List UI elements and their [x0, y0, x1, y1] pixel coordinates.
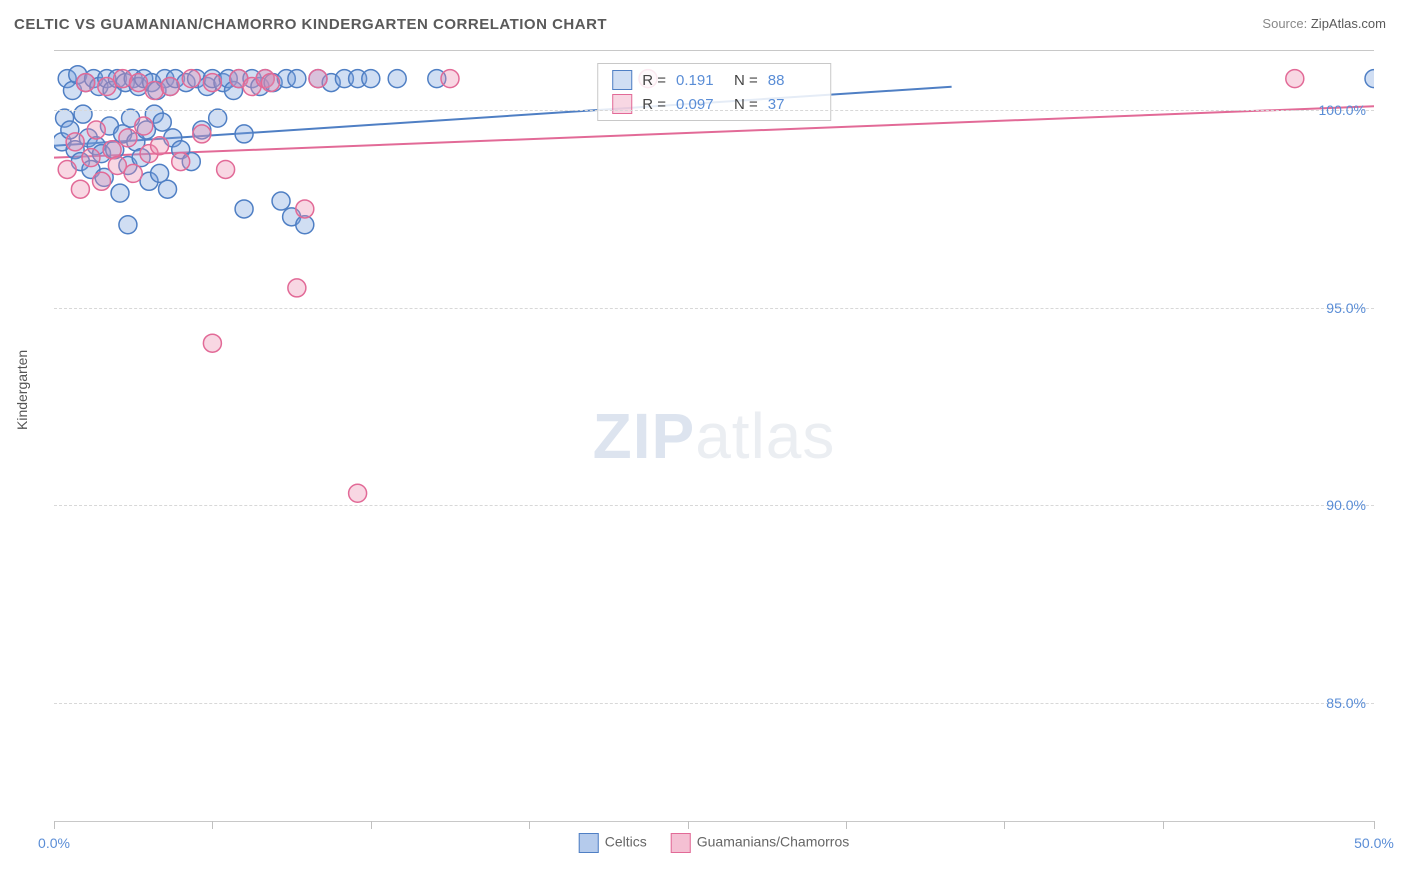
scatter-point — [288, 279, 306, 297]
x-tick — [688, 821, 689, 829]
legend-item: Guamanians/Chamorros — [671, 833, 850, 853]
stats-row: R = 0.191 N = 88 — [612, 68, 816, 92]
source-label: Source: — [1262, 16, 1307, 31]
scatter-point — [209, 109, 227, 127]
scatter-point — [288, 70, 306, 88]
gridline — [54, 110, 1374, 111]
gridline — [54, 308, 1374, 309]
y-tick-label: 100.0% — [1319, 102, 1366, 118]
scatter-point — [193, 125, 211, 143]
legend-item: Celtics — [579, 833, 647, 853]
legend-swatch — [612, 70, 632, 90]
scatter-point — [235, 200, 253, 218]
scatter-point — [388, 70, 406, 88]
scatter-point — [441, 70, 459, 88]
x-tick — [1004, 821, 1005, 829]
scatter-point — [87, 121, 105, 139]
scatter-point — [1286, 70, 1304, 88]
scatter-point — [349, 484, 367, 502]
scatter-point — [114, 70, 132, 88]
chart-container: CELTIC VS GUAMANIAN/CHAMORRO KINDERGARTE… — [0, 0, 1406, 892]
stats-legend-box: R = 0.191 N = 88 R = 0.097 N = 37 — [597, 63, 831, 121]
scatter-point — [124, 164, 142, 182]
scatter-point — [111, 184, 129, 202]
stats-r-value: 0.191 — [676, 72, 724, 89]
scatter-point — [235, 125, 253, 143]
gridline — [54, 505, 1374, 506]
scatter-point — [71, 180, 89, 198]
scatter-point — [203, 74, 221, 92]
scatter-point — [153, 113, 171, 131]
x-tick-label: 50.0% — [1354, 835, 1394, 851]
stats-n-label: N = — [734, 72, 758, 89]
chart-title: CELTIC VS GUAMANIAN/CHAMORRO KINDERGARTE… — [14, 16, 607, 33]
scatter-point — [296, 200, 314, 218]
scatter-point — [145, 81, 163, 99]
source-value: ZipAtlas.com — [1311, 16, 1386, 31]
scatter-point — [151, 137, 169, 155]
scatter-point — [272, 192, 290, 210]
source-attribution: Source: ZipAtlas.com — [1262, 16, 1386, 31]
scatter-point — [58, 160, 76, 178]
scatter-point — [172, 153, 190, 171]
scatter-point — [119, 129, 137, 147]
x-tick — [1374, 821, 1375, 829]
legend-swatch — [579, 833, 599, 853]
x-tick — [212, 821, 213, 829]
scatter-point — [93, 172, 111, 190]
scatter-point — [203, 334, 221, 352]
scatter-point — [77, 74, 95, 92]
stats-row: R = 0.097 N = 37 — [612, 92, 816, 116]
scatter-point — [362, 70, 380, 88]
y-tick-label: 90.0% — [1326, 497, 1366, 513]
scatter-point — [182, 70, 200, 88]
stats-n-value: 88 — [768, 72, 816, 89]
y-tick-label: 95.0% — [1326, 300, 1366, 316]
scatter-point — [217, 160, 235, 178]
legend-swatch — [671, 833, 691, 853]
x-tick — [846, 821, 847, 829]
scatter-point — [1365, 70, 1374, 88]
scatter-point — [309, 70, 327, 88]
scatter-point — [119, 216, 137, 234]
gridline — [54, 703, 1374, 704]
legend-bottom: Celtics Guamanians/Chamorros — [579, 833, 850, 853]
scatter-point — [82, 149, 100, 167]
plot-area: ZIPatlas R = 0.191 N = 88 R = 0.097 N = … — [54, 50, 1374, 822]
scatter-point — [161, 78, 179, 96]
scatter-point — [135, 117, 153, 135]
x-tick — [1163, 821, 1164, 829]
y-tick-label: 85.0% — [1326, 695, 1366, 711]
scatter-point — [74, 105, 92, 123]
legend-label: Guamanians/Chamorros — [697, 834, 850, 850]
scatter-point — [159, 180, 177, 198]
y-axis-label: Kindergarten — [14, 350, 30, 430]
legend-label: Celtics — [605, 834, 647, 850]
scatter-svg — [54, 51, 1374, 821]
x-tick — [54, 821, 55, 829]
x-tick-label: 0.0% — [38, 835, 70, 851]
x-tick — [371, 821, 372, 829]
scatter-point — [66, 133, 84, 151]
scatter-point — [261, 74, 279, 92]
stats-r-label: R = — [642, 72, 666, 89]
x-tick — [529, 821, 530, 829]
